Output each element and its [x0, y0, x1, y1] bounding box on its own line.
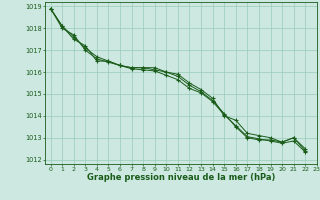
- X-axis label: Graphe pression niveau de la mer (hPa): Graphe pression niveau de la mer (hPa): [87, 173, 275, 182]
